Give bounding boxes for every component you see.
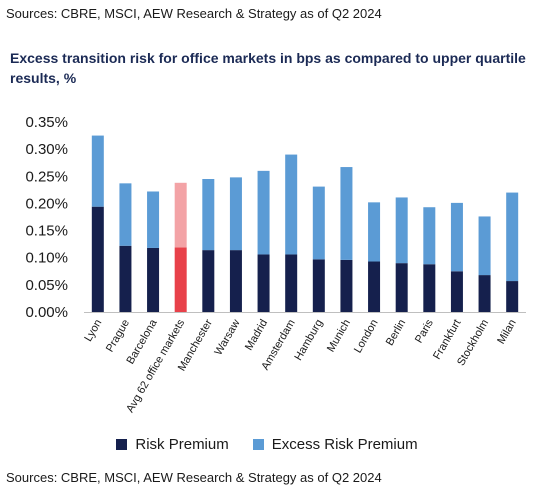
bar-risk-premium-manchester (202, 250, 215, 312)
bar-risk-premium-avg-62-office-markets (174, 247, 187, 312)
bar-risk-premium-frankfurt (450, 271, 463, 312)
legend-swatch-excess-risk-premium (252, 439, 264, 450)
y-tick-label: 0.00% (25, 304, 68, 321)
bar-excess-risk-premium-manchester (202, 179, 215, 251)
legend-swatch-risk-premium (116, 439, 128, 450)
legend-label-excess-risk-premium: Excess Risk Premium (271, 436, 418, 453)
y-tick-label: 0.20% (25, 195, 68, 212)
x-tick-label-prague: Prague (104, 318, 132, 355)
x-tick-label-london: London (352, 318, 381, 356)
x-tick-label-milan: Milan (495, 318, 519, 347)
bar-risk-premium-london (368, 261, 381, 312)
bar-excess-risk-premium-lyon (91, 135, 104, 207)
x-tick-label-munich: Munich (325, 318, 353, 355)
legend: Risk Premium Excess Risk Premium (0, 436, 534, 453)
bar-risk-premium-milan (506, 281, 519, 312)
stacked-bar-chart: 0.00% 0.05% 0.10% 0.15% 0.20% 0.25% 0.30% 0.35%… (25, 114, 526, 415)
bar-excess-risk-premium-amsterdam (285, 154, 298, 255)
bar-excess-risk-premium-london (368, 202, 381, 262)
bar-excess-risk-premium-barcelona (147, 191, 160, 248)
bar-excess-risk-premium-munich (340, 167, 353, 260)
chart-title: Excess transition risk for office market… (10, 50, 526, 86)
x-tick-label-hamburg: Hamburg (292, 318, 325, 363)
bar-risk-premium-prague (119, 245, 132, 312)
bar-risk-premium-hamburg (312, 259, 325, 312)
legend-item-risk-premium: Risk Premium (116, 436, 229, 453)
bar-risk-premium-paris (423, 264, 436, 312)
y-tick-label: 0.15% (25, 223, 68, 240)
source-note-top: Sources: CBRE, MSCI, AEW Research & Stra… (6, 6, 382, 21)
source-note-bottom: Sources: CBRE, MSCI, AEW Research & Stra… (6, 470, 382, 485)
x-tick-label-lyon: Lyon (82, 318, 104, 344)
x-tick-label-warsaw: Warsaw (212, 317, 242, 357)
y-tick-label: 0.10% (25, 250, 68, 267)
bar-excess-risk-premium-warsaw (229, 177, 242, 251)
bar-excess-risk-premium-prague (119, 183, 132, 246)
bar-risk-premium-berlin (395, 263, 408, 312)
bar-risk-premium-lyon (91, 206, 104, 312)
bar-excess-risk-premium-avg-62-office-markets (174, 182, 187, 248)
y-tick-label: 0.05% (25, 277, 68, 294)
bar-excess-risk-premium-paris (423, 207, 436, 265)
x-tick-label-madrid: Madrid (243, 318, 270, 353)
bar-excess-risk-premium-milan (506, 192, 519, 282)
legend-item-excess-risk-premium: Excess Risk Premium (252, 436, 418, 453)
bar-risk-premium-stockholm (478, 275, 491, 312)
x-tick-label-berlin: Berlin (384, 318, 408, 348)
y-axis: 0.00% 0.05% 0.10% 0.15% 0.20% 0.25% 0.30% 0.35% (25, 114, 68, 321)
y-tick-label: 0.25% (25, 168, 68, 185)
bar-excess-risk-premium-berlin (395, 197, 408, 264)
bar-risk-premium-madrid (257, 254, 270, 312)
bars (91, 135, 519, 312)
bar-excess-risk-premium-stockholm (478, 216, 491, 276)
bar-risk-premium-warsaw (229, 250, 242, 312)
x-tick-label-paris: Paris (413, 317, 436, 345)
bar-risk-premium-amsterdam (285, 254, 298, 312)
bar-excess-risk-premium-madrid (257, 170, 270, 255)
legend-label-risk-premium: Risk Premium (135, 436, 229, 453)
bar-risk-premium-munich (340, 259, 353, 312)
bar-excess-risk-premium-frankfurt (450, 202, 463, 272)
y-tick-label: 0.35% (25, 114, 68, 131)
y-tick-label: 0.30% (25, 141, 68, 158)
bar-risk-premium-barcelona (147, 247, 160, 312)
bar-excess-risk-premium-hamburg (312, 186, 325, 260)
